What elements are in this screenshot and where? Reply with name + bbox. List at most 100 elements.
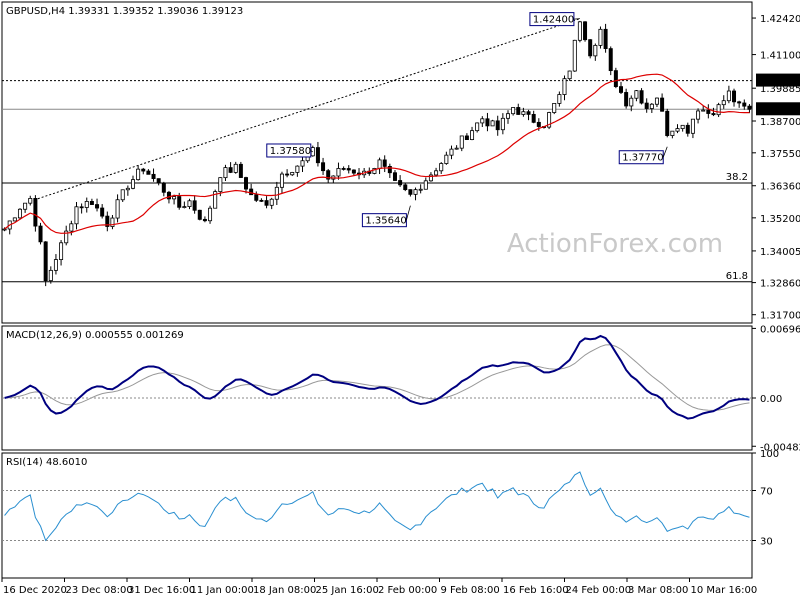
trendline [30, 18, 581, 202]
candle-body [254, 194, 259, 201]
candle-body [418, 188, 423, 191]
candle-body [732, 90, 737, 103]
candle-body [202, 218, 207, 222]
candle-body [74, 206, 79, 225]
macd-tick-label: 0.00 [760, 394, 782, 405]
candle-body [552, 102, 557, 113]
candle-body [197, 209, 202, 220]
x-tick-label: 16 Dec 2020 [3, 585, 67, 596]
candle-body [315, 147, 320, 164]
y-tick-label: 1.39885 [760, 84, 800, 95]
candle-body [249, 188, 254, 196]
candle-body [146, 170, 151, 175]
candle-body [79, 206, 84, 209]
candle-body [685, 124, 690, 134]
candle-body [470, 130, 475, 141]
candle-body [480, 118, 485, 124]
y-tick-label: 1.36360 [760, 182, 800, 193]
candle-body [413, 189, 418, 195]
candle-body [572, 39, 577, 72]
candle-body [279, 173, 284, 188]
candle-body [377, 159, 382, 169]
candle-body [670, 130, 675, 136]
candle-body [43, 241, 48, 282]
annotation-label: 1.37580 [270, 146, 311, 157]
candle-body [495, 120, 500, 131]
candle-body [28, 198, 33, 204]
candle-body [228, 167, 233, 173]
candle-body [218, 177, 223, 193]
rsi-pane-frame [1, 452, 753, 579]
y-tick-label: 1.41100 [760, 51, 800, 62]
candle-body [64, 230, 69, 244]
candle-body [434, 170, 439, 176]
candle-body [115, 199, 120, 219]
candle-body [48, 269, 53, 282]
macd-signal-line [4, 344, 750, 411]
x-tick-label: 16 Feb 16:00 [503, 585, 569, 596]
candle-body [259, 199, 264, 202]
candle-body [747, 105, 752, 110]
candle-body [449, 148, 454, 156]
x-tick-label: 9 Feb 08:00 [441, 585, 500, 596]
candle-body [151, 173, 156, 180]
candle-body [649, 103, 654, 109]
price-marker-label: 1.39123 [759, 105, 800, 116]
candle-body [531, 113, 536, 123]
candle-body [223, 167, 228, 179]
candle-body [192, 200, 197, 211]
macd-tick-label: 0.00696 [760, 324, 800, 335]
candle-body [526, 111, 531, 115]
candle-body [490, 120, 495, 127]
candle-body [598, 28, 603, 46]
macd-pane-title: MACD(12,26,9) 0.000555 0.001269 [6, 330, 184, 341]
candle-body [172, 196, 177, 200]
candle-body [341, 168, 346, 170]
candle-body [536, 121, 541, 127]
x-tick-label: 2 Feb 00:00 [378, 585, 437, 596]
watermark: ActionForex.com [507, 229, 723, 259]
candle-body [300, 160, 305, 167]
y-tick-label: 1.31700 [760, 311, 800, 322]
candle-body [285, 173, 290, 176]
x-tick-label: 24 Feb 00:00 [566, 585, 632, 596]
candle-body [716, 104, 721, 116]
candle-body [59, 242, 64, 260]
candle-body [721, 100, 726, 106]
x-tick-label: 23 Dec 08:00 [66, 585, 133, 596]
candle-body [89, 201, 94, 205]
annotation-label: 1.42400 [533, 15, 574, 26]
candle-body [454, 147, 459, 150]
candle-body [608, 48, 613, 72]
candle-body [665, 110, 670, 136]
y-tick-label: 1.32860 [760, 279, 800, 290]
y-tick-label: 1.34005 [760, 247, 800, 258]
candle-body [372, 168, 377, 174]
candle-body [547, 112, 552, 128]
x-tick-label: 11 Jan 00:00 [191, 585, 254, 596]
y-tick-label: 1.35200 [760, 214, 800, 225]
moving-average-line [4, 73, 750, 234]
x-tick-label: 18 Jan 08:00 [253, 585, 316, 596]
candle-body [680, 124, 685, 129]
candle-body [408, 189, 413, 195]
candle-body [346, 168, 351, 171]
candle-body [141, 168, 146, 172]
candle-body [696, 110, 701, 120]
candle-body [485, 118, 490, 127]
annotation-leader [573, 18, 580, 20]
candle-body [136, 168, 141, 181]
candle-body [213, 191, 218, 209]
candle-body [619, 86, 624, 93]
candle-body [244, 177, 249, 190]
candle-body [387, 166, 392, 174]
candle-body [593, 44, 598, 57]
candle-body [84, 201, 89, 208]
candle-body [161, 182, 166, 193]
y-tick-label: 1.37550 [760, 149, 800, 160]
candle-body [423, 180, 428, 190]
candle-body [120, 189, 125, 201]
candle-body [274, 186, 279, 200]
candle-body [624, 92, 629, 107]
